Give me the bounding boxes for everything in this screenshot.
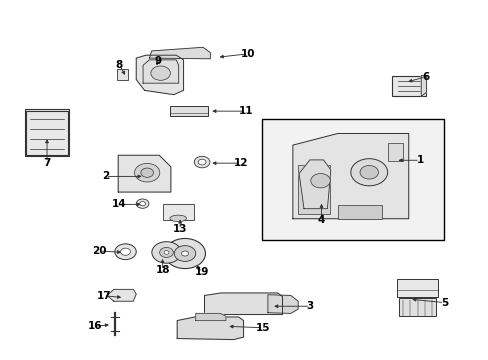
Circle shape (194, 156, 209, 168)
Circle shape (140, 202, 145, 206)
Text: 8: 8 (115, 59, 122, 69)
Bar (117, 69, 128, 80)
Text: 6: 6 (422, 72, 428, 82)
Polygon shape (204, 293, 282, 315)
Polygon shape (195, 314, 225, 320)
Text: 3: 3 (306, 301, 313, 311)
Text: 17: 17 (97, 291, 112, 301)
Text: 20: 20 (92, 246, 107, 256)
Circle shape (141, 168, 153, 177)
Text: 1: 1 (416, 155, 423, 165)
Circle shape (134, 163, 160, 182)
Polygon shape (420, 76, 426, 96)
Bar (337, 205, 382, 219)
Bar (162, 204, 194, 220)
Text: 9: 9 (154, 56, 162, 66)
Bar (398, 298, 435, 316)
Bar (26, 111, 68, 154)
Bar (387, 143, 403, 161)
Text: 10: 10 (241, 49, 255, 59)
Text: 2: 2 (102, 171, 109, 181)
Circle shape (115, 244, 136, 260)
Circle shape (359, 166, 378, 179)
Circle shape (152, 242, 181, 263)
Circle shape (163, 251, 168, 254)
Text: 4: 4 (317, 215, 325, 225)
Text: 11: 11 (238, 106, 253, 116)
Polygon shape (292, 134, 408, 219)
Circle shape (310, 174, 330, 188)
Text: 5: 5 (440, 298, 447, 308)
Polygon shape (107, 289, 136, 301)
Circle shape (164, 238, 205, 269)
Circle shape (198, 159, 205, 165)
Circle shape (136, 199, 149, 208)
Circle shape (159, 247, 173, 257)
Text: 14: 14 (112, 199, 126, 210)
Text: 12: 12 (233, 158, 248, 168)
Text: 15: 15 (255, 323, 270, 333)
Polygon shape (136, 55, 183, 95)
Polygon shape (118, 155, 170, 192)
Bar (391, 76, 426, 96)
Text: 13: 13 (173, 225, 187, 234)
Circle shape (121, 248, 130, 255)
Polygon shape (143, 60, 178, 83)
Circle shape (181, 251, 188, 256)
Bar (261, 119, 444, 240)
Polygon shape (267, 295, 298, 314)
Bar (170, 106, 208, 116)
Polygon shape (149, 47, 210, 59)
Text: 16: 16 (87, 321, 102, 331)
Polygon shape (177, 317, 243, 339)
Circle shape (350, 159, 387, 186)
Circle shape (174, 246, 195, 261)
Text: 19: 19 (195, 267, 209, 277)
Ellipse shape (169, 215, 186, 222)
Polygon shape (299, 160, 330, 209)
Circle shape (151, 66, 170, 80)
Bar (396, 279, 437, 297)
Text: 7: 7 (43, 158, 51, 168)
Text: 18: 18 (155, 265, 169, 275)
Bar (24, 109, 69, 156)
Bar (298, 166, 329, 214)
